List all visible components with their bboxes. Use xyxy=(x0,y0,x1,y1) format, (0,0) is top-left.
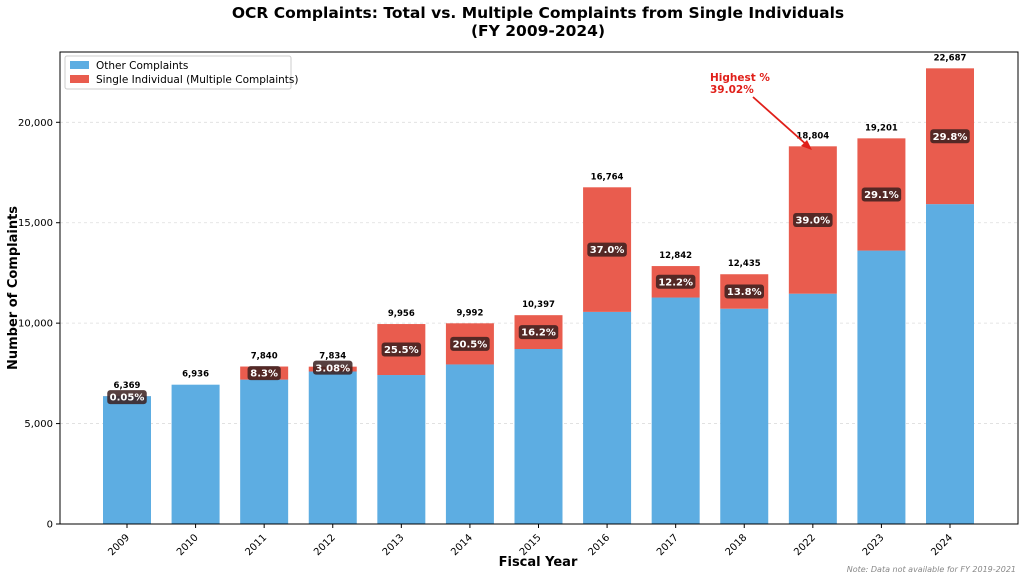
bar-other-complaints xyxy=(651,297,700,524)
x-tick-label: 2014 xyxy=(449,532,475,558)
bar-other-complaints xyxy=(171,384,220,524)
percent-label: 12.2% xyxy=(658,277,693,288)
legend: Other Complaints Single Individual (Mult… xyxy=(64,55,299,90)
percent-label: 25.5% xyxy=(384,345,419,356)
bar-other-complaints xyxy=(240,379,289,524)
legend-label-single-individual: Single Individual (Multiple Complaints) xyxy=(96,74,299,86)
legend-swatch-other xyxy=(70,61,89,69)
y-axis: 0 5,000 10,000 15,000 20,000 xyxy=(18,118,60,531)
percent-badge xyxy=(930,129,970,144)
chart-title: OCR Complaints: Total vs. Multiple Compl… xyxy=(232,4,844,22)
y-tick-label: 5,000 xyxy=(24,419,53,430)
percent-label: 0.05% xyxy=(110,393,145,404)
total-label: 12,435 xyxy=(728,259,761,269)
x-tick-label: 2023 xyxy=(861,532,887,558)
chart-subtitle: (FY 2009-2024) xyxy=(471,22,605,40)
y-tick-label: 15,000 xyxy=(18,218,53,229)
percent-badge xyxy=(247,366,281,381)
percent-badge xyxy=(518,325,559,340)
x-tick-label: 2011 xyxy=(244,532,270,558)
x-tick-label: 2022 xyxy=(792,532,818,558)
bar-other-complaints xyxy=(926,204,974,524)
bar-other-complaints xyxy=(308,371,357,524)
annotation-title: Highest % xyxy=(710,72,770,84)
footnote: Note: Data not available for FY 2019-202… xyxy=(847,565,1016,574)
annotation-value: 39.02% xyxy=(710,84,754,96)
percent-label: 16.2% xyxy=(521,328,556,339)
total-label: 19,201 xyxy=(865,123,898,133)
percent-badge xyxy=(655,274,696,289)
percent-badge xyxy=(861,187,902,202)
annotation: Highest % 39.02% xyxy=(710,72,812,150)
x-tick-label: 2018 xyxy=(724,532,750,558)
bar-other-complaints xyxy=(377,375,426,524)
percent-badge xyxy=(724,284,764,299)
bars-layer xyxy=(103,68,974,524)
percent-label: 29.8% xyxy=(933,132,968,143)
percent-label: 29.1% xyxy=(864,190,899,201)
percent-label: 37.0% xyxy=(590,245,625,256)
annotation-arrow-line xyxy=(752,96,809,147)
percent-badge xyxy=(313,360,353,375)
x-tick-label: 2009 xyxy=(106,532,132,558)
bar-other-complaints xyxy=(788,293,837,524)
total-label: 7,834 xyxy=(319,352,346,362)
total-label: 16,764 xyxy=(591,172,624,182)
bar-other-complaints xyxy=(583,311,632,524)
total-label: 18,804 xyxy=(796,131,829,141)
x-tick-label: 2016 xyxy=(586,532,612,558)
bar-other-complaints xyxy=(857,250,906,524)
percent-badge xyxy=(587,242,627,257)
x-tick-label: 2010 xyxy=(175,532,201,558)
percent-badge xyxy=(107,390,147,405)
y-tick-label: 10,000 xyxy=(18,319,53,330)
percent-badge xyxy=(450,336,490,351)
x-axis: 2009 2010 2011 2012 2013 2014 2015 2016 2017 2018… xyxy=(106,524,955,558)
percent-label: 3.08% xyxy=(315,363,350,374)
total-label: 6,369 xyxy=(114,381,141,391)
x-tick-label: 2024 xyxy=(929,532,955,558)
x-axis-title: Fiscal Year xyxy=(499,555,578,570)
total-label: 9,992 xyxy=(456,308,483,318)
total-label: 12,842 xyxy=(659,251,692,261)
percent-label: 20.5% xyxy=(453,339,488,350)
legend-box xyxy=(64,55,292,90)
bar-other-complaints xyxy=(720,308,769,524)
bar-other-complaints xyxy=(514,348,563,524)
percent-badge xyxy=(381,342,422,357)
total-label: 7,840 xyxy=(251,352,278,362)
total-label: 6,936 xyxy=(182,370,209,380)
total-label: 22,687 xyxy=(934,53,967,63)
x-tick-label: 2012 xyxy=(312,532,338,558)
bar-other-complaints xyxy=(103,396,151,524)
y-tick-label: 20,000 xyxy=(18,118,53,129)
percent-label: 13.8% xyxy=(727,287,762,298)
percent-label: 8.3% xyxy=(250,369,278,380)
total-label: 10,397 xyxy=(522,300,555,310)
bar-other-complaints xyxy=(445,364,494,524)
legend-swatch-single-individual xyxy=(70,75,89,83)
legend-label-other: Other Complaints xyxy=(96,60,188,72)
y-tick-label: 0 xyxy=(47,520,53,531)
annotation-arrow-head xyxy=(801,140,812,150)
total-label: 9,956 xyxy=(388,309,415,319)
x-tick-label: 2013 xyxy=(381,532,407,558)
percent-badge xyxy=(793,213,833,228)
percent-label: 39.0% xyxy=(795,216,830,227)
x-tick-label: 2017 xyxy=(655,532,681,558)
y-axis-title: Number of Complaints xyxy=(6,206,21,370)
